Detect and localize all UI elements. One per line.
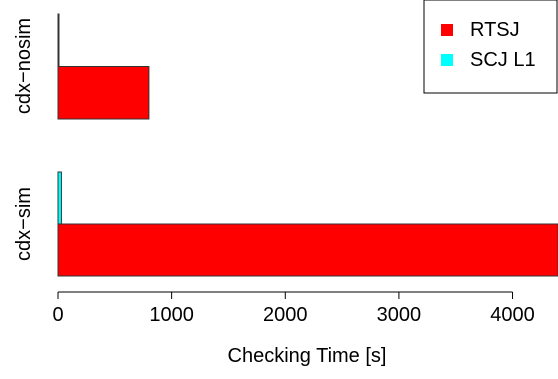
y-category-label: cdx−nosim <box>13 18 35 114</box>
x-tick-label: 4000 <box>490 304 535 326</box>
legend-label: RTSJ <box>470 19 520 41</box>
y-category-labels: cdx−nosim cdx−sim <box>13 18 35 261</box>
legend: RTSJ SCJ L1 <box>423 0 558 94</box>
x-tick-label: 0 <box>52 304 63 326</box>
x-tick-label: 3000 <box>377 304 422 326</box>
bar-rtsj-2 <box>57 223 558 277</box>
legend-label: SCJ L1 <box>470 49 536 71</box>
legend-swatch <box>441 24 453 36</box>
x-tick-label: 1000 <box>149 304 194 326</box>
bar-scj-l1-2 <box>57 171 62 225</box>
x-axis-label: Checking Time [s] <box>228 345 387 367</box>
bar-rtsj-1 <box>57 66 150 120</box>
legend-box <box>423 0 558 94</box>
bars-layer <box>57 13 558 277</box>
x-tick-label: 2000 <box>263 304 308 326</box>
y-category-label: cdx−sim <box>13 187 35 261</box>
legend-swatch <box>441 54 453 66</box>
x-ticks: 0 1000 2000 3000 4000 <box>52 292 535 326</box>
bar-scj-l1-1 <box>57 13 60 67</box>
